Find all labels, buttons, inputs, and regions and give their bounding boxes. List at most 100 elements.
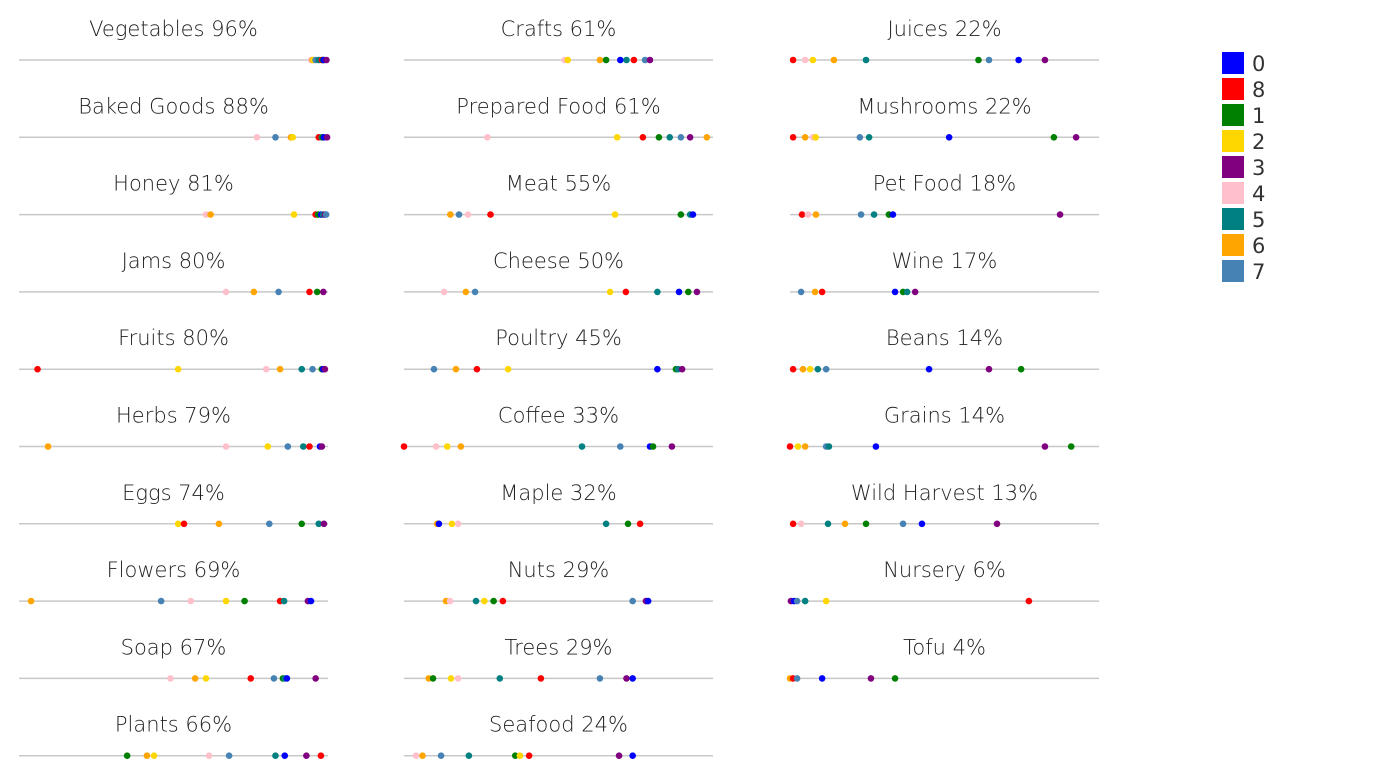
legend-label: 5	[1252, 208, 1265, 232]
data-point-4	[412, 752, 420, 759]
data-point-1	[1017, 365, 1025, 373]
legend-swatch	[1222, 208, 1244, 230]
data-point-2	[613, 134, 621, 141]
legend-swatch	[1222, 260, 1244, 282]
panel-title: Eggs 74%	[122, 481, 225, 505]
data-point-2	[264, 443, 272, 450]
data-point-0	[689, 211, 697, 218]
data-point-4	[432, 443, 440, 450]
data-point-2	[812, 134, 819, 141]
data-point-6	[812, 211, 820, 218]
legend-swatch	[1222, 130, 1244, 152]
panel: Grains 14%	[786, 404, 1099, 450]
data-point-7	[677, 134, 685, 141]
data-point-6	[419, 752, 426, 759]
data-point-4	[187, 597, 195, 605]
data-point-7	[793, 675, 801, 682]
legend-swatch	[1222, 182, 1244, 204]
panel: Mushrooms 22%	[789, 94, 1099, 141]
data-point-8	[34, 365, 41, 373]
panel: Tofu 4%	[786, 635, 1099, 682]
data-point-4	[454, 675, 462, 682]
data-point-5	[825, 443, 833, 450]
panel-title: Seafood 24%	[489, 713, 628, 737]
data-point-8	[537, 675, 545, 682]
panel-title: Jams 80%	[122, 249, 226, 273]
data-point-5	[824, 520, 832, 528]
legend-label: 1	[1252, 104, 1265, 128]
data-point-2	[504, 365, 512, 373]
data-point-2	[290, 211, 298, 218]
panel-title: Baked Goods 88%	[78, 94, 269, 118]
data-point-2	[606, 288, 614, 296]
data-point-6	[276, 365, 284, 373]
panel-title: Crafts 61%	[501, 17, 617, 41]
panel-title: Maple 32%	[500, 481, 616, 505]
data-point-4	[454, 520, 462, 528]
data-point-8	[818, 288, 826, 296]
data-point-0	[872, 443, 880, 450]
data-point-1	[677, 211, 685, 218]
panel: Nursery 6%	[787, 558, 1099, 605]
data-point-0	[889, 211, 897, 218]
panel-title: Poultry 45%	[495, 326, 622, 350]
data-point-7	[284, 443, 292, 450]
panel-title: Honey 81%	[113, 172, 234, 196]
data-point-4	[253, 134, 261, 141]
data-point-3	[1041, 443, 1049, 450]
data-point-3	[323, 134, 331, 141]
data-point-3	[693, 288, 701, 296]
panel-title: Fruits 80%	[118, 326, 229, 350]
data-point-0	[1015, 56, 1022, 64]
data-point-2	[806, 365, 814, 373]
data-point-7	[309, 365, 316, 373]
panel-title: Trees 29%	[504, 635, 612, 659]
panel-title: Plants 66%	[115, 713, 232, 737]
data-point-6	[703, 134, 711, 141]
legend-label: 2	[1252, 130, 1265, 154]
data-point-6	[801, 134, 809, 141]
data-point-0	[891, 288, 899, 296]
data-point-8	[487, 211, 494, 218]
data-point-5	[801, 597, 809, 605]
data-point-6	[452, 365, 460, 373]
data-point-8	[789, 56, 797, 64]
data-point-8	[400, 443, 408, 450]
data-point-6	[799, 365, 807, 373]
data-point-2	[222, 597, 230, 605]
data-point-8	[789, 365, 797, 373]
panel: Soap 67%	[19, 635, 328, 682]
data-point-3	[623, 675, 630, 682]
data-point-0	[654, 365, 661, 373]
data-point-3	[686, 134, 694, 141]
data-point-3	[646, 56, 654, 64]
data-point-8	[525, 752, 533, 759]
data-point-1	[655, 134, 663, 141]
legend-swatch	[1222, 156, 1244, 178]
data-point-8	[306, 443, 313, 450]
panel: Wild Harvest 13%	[789, 481, 1099, 528]
data-point-8	[247, 675, 255, 682]
data-point-6	[44, 443, 52, 450]
data-point-7	[455, 211, 463, 218]
data-point-0	[675, 288, 683, 296]
data-point-3	[323, 56, 330, 64]
data-point-2	[447, 675, 455, 682]
panel: Herbs 79%	[19, 404, 328, 450]
panel: Pet Food 18%	[790, 172, 1099, 218]
data-point-3	[320, 520, 328, 528]
panel-title: Tofu 4%	[903, 635, 986, 659]
data-point-5	[299, 443, 307, 450]
data-point-3	[303, 752, 310, 759]
panel: Seafood 24%	[404, 713, 713, 759]
data-point-3	[321, 365, 329, 373]
panel-title: Nuts 29%	[508, 558, 610, 582]
data-point-7	[822, 365, 830, 373]
panel: Beans 14%	[789, 326, 1099, 373]
legend-label: 7	[1252, 260, 1265, 284]
data-point-1	[602, 56, 610, 64]
panel-title: Wild Harvest 13%	[851, 481, 1038, 505]
data-point-1	[1050, 134, 1058, 141]
